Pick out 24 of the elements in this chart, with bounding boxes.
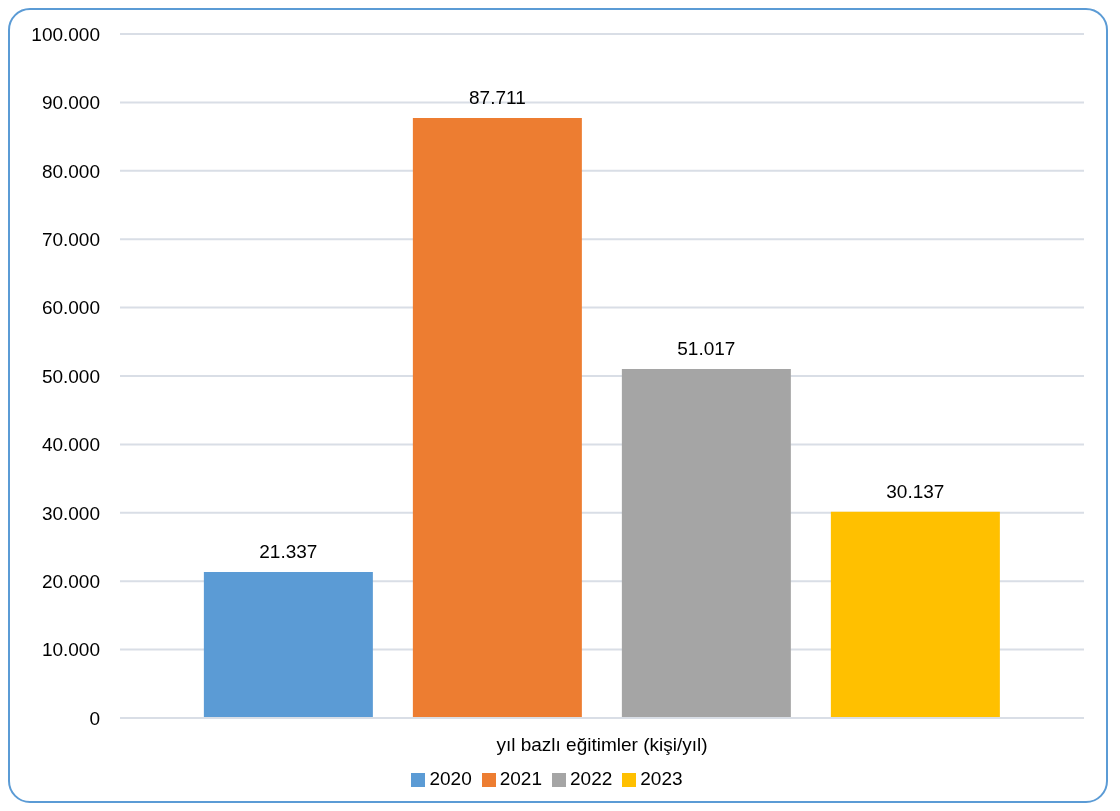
- y-tick-label: 10.000: [41, 639, 100, 661]
- y-tick-label: 70.000: [41, 228, 100, 250]
- bar: [621, 369, 791, 718]
- data-label: 30.137: [886, 480, 945, 502]
- legend-label: 2021: [499, 768, 542, 789]
- y-tick-label: 90.000: [41, 92, 100, 114]
- legend-label: 2022: [570, 768, 613, 789]
- y-tick-label: 100.000: [31, 23, 100, 45]
- data-label: 51.017: [677, 338, 736, 360]
- y-tick-label: 40.000: [41, 434, 100, 456]
- y-tick-label: 20.000: [41, 570, 100, 592]
- bar: [412, 118, 582, 718]
- y-tick-label: 50.000: [41, 365, 100, 387]
- bar: [203, 572, 373, 718]
- legend-label: 2020: [429, 768, 472, 789]
- data-label: 87.711: [469, 87, 526, 109]
- bar: [830, 511, 1000, 718]
- y-tick-label: 0: [89, 707, 100, 729]
- y-tick-label: 30.000: [41, 502, 100, 524]
- legend-label: 2023: [640, 768, 683, 789]
- y-tick-label: 60.000: [41, 297, 100, 319]
- x-tick-label: yıl bazlı eğitimler (kişi/yıl): [496, 734, 708, 756]
- y-tick-label: 80.000: [41, 160, 100, 182]
- data-label: 21.337: [259, 541, 318, 563]
